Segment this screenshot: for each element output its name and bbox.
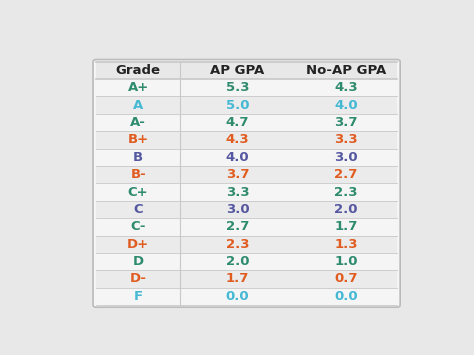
Text: 2.7: 2.7	[334, 168, 358, 181]
Text: 4.0: 4.0	[226, 151, 249, 164]
Text: C+: C+	[128, 186, 148, 198]
Bar	[96, 114, 397, 131]
Text: B+: B+	[128, 133, 149, 146]
Text: 0.0: 0.0	[334, 290, 358, 303]
Text: A: A	[133, 99, 143, 112]
Bar	[96, 79, 397, 97]
Text: F: F	[134, 290, 143, 303]
Text: 4.3: 4.3	[226, 133, 249, 146]
Text: AP GPA: AP GPA	[210, 64, 264, 77]
Text: No-AP GPA: No-AP GPA	[306, 64, 386, 77]
Text: 4.3: 4.3	[334, 81, 358, 94]
Text: 1.0: 1.0	[334, 255, 358, 268]
Text: D-: D-	[130, 272, 146, 285]
Text: D: D	[133, 255, 144, 268]
Text: 2.3: 2.3	[226, 238, 249, 251]
Bar	[96, 62, 397, 79]
Text: 2.0: 2.0	[334, 203, 358, 216]
Bar	[96, 184, 397, 201]
Text: A+: A+	[128, 81, 149, 94]
Text: 1.3: 1.3	[334, 238, 358, 251]
Text: C: C	[133, 203, 143, 216]
Text: B: B	[133, 151, 143, 164]
Bar	[96, 166, 397, 184]
Text: 4.7: 4.7	[226, 116, 249, 129]
Bar	[96, 270, 397, 288]
Text: 0.7: 0.7	[334, 272, 358, 285]
Bar	[96, 235, 397, 253]
Text: 5.0: 5.0	[226, 99, 249, 112]
Text: D+: D+	[127, 238, 149, 251]
Bar	[96, 288, 397, 305]
Text: 1.7: 1.7	[226, 272, 249, 285]
Text: 2.3: 2.3	[334, 186, 358, 198]
Text: 1.7: 1.7	[334, 220, 358, 233]
Text: 5.3: 5.3	[226, 81, 249, 94]
FancyBboxPatch shape	[93, 60, 400, 307]
Text: C-: C-	[130, 220, 146, 233]
Text: Grade: Grade	[116, 64, 161, 77]
Bar	[96, 218, 397, 235]
Text: 3.7: 3.7	[334, 116, 358, 129]
Text: B-: B-	[130, 168, 146, 181]
Text: 4.0: 4.0	[334, 99, 358, 112]
Text: 0.0: 0.0	[226, 290, 249, 303]
Text: 3.0: 3.0	[226, 203, 249, 216]
Bar	[96, 201, 397, 218]
Text: 3.7: 3.7	[226, 168, 249, 181]
Bar	[96, 149, 397, 166]
Text: A-: A-	[130, 116, 146, 129]
Text: 3.3: 3.3	[334, 133, 358, 146]
Bar	[96, 131, 397, 149]
Text: 3.3: 3.3	[226, 186, 249, 198]
Text: 3.0: 3.0	[334, 151, 358, 164]
Bar	[96, 97, 397, 114]
Text: 2.0: 2.0	[226, 255, 249, 268]
Bar	[96, 253, 397, 270]
Text: 2.7: 2.7	[226, 220, 249, 233]
